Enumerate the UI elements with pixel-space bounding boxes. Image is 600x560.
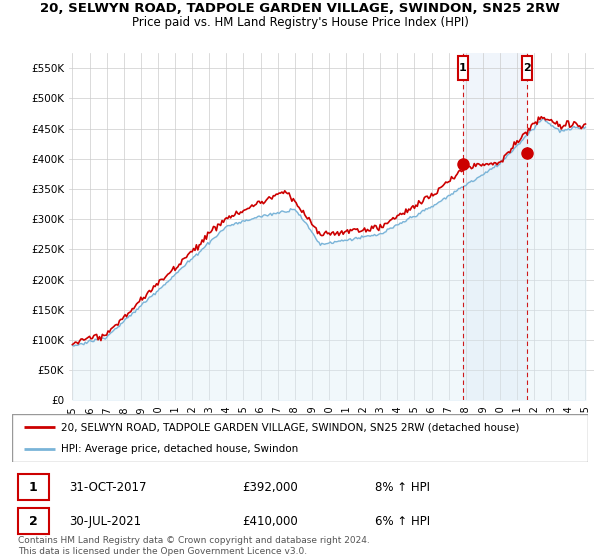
FancyBboxPatch shape [12,414,588,462]
Bar [458,56,468,81]
Text: 8% ↑ HPI: 8% ↑ HPI [375,480,430,493]
Text: Price paid vs. HM Land Registry's House Price Index (HPI): Price paid vs. HM Land Registry's House … [131,16,469,29]
Bar [463,53,527,400]
Text: 20, SELWYN ROAD, TADPOLE GARDEN VILLAGE, SWINDON, SN25 2RW (detached house): 20, SELWYN ROAD, TADPOLE GARDEN VILLAGE,… [61,422,520,432]
Text: 2: 2 [523,63,531,73]
Text: 31-OCT-2017: 31-OCT-2017 [70,480,147,493]
Text: £410,000: £410,000 [242,515,298,528]
Text: 6% ↑ HPI: 6% ↑ HPI [375,515,430,528]
Text: 1: 1 [459,63,467,73]
Text: 20, SELWYN ROAD, TADPOLE GARDEN VILLAGE, SWINDON, SN25 2RW: 20, SELWYN ROAD, TADPOLE GARDEN VILLAGE,… [40,2,560,15]
Text: HPI: Average price, detached house, Swindon: HPI: Average price, detached house, Swin… [61,444,298,454]
Text: Contains HM Land Registry data © Crown copyright and database right 2024.
This d: Contains HM Land Registry data © Crown c… [18,536,370,556]
FancyBboxPatch shape [18,508,49,534]
Text: £392,000: £392,000 [242,480,298,493]
Text: 1: 1 [29,480,38,493]
Bar [522,56,532,81]
Text: 2: 2 [29,515,38,528]
FancyBboxPatch shape [18,474,49,500]
Text: 30-JUL-2021: 30-JUL-2021 [70,515,142,528]
